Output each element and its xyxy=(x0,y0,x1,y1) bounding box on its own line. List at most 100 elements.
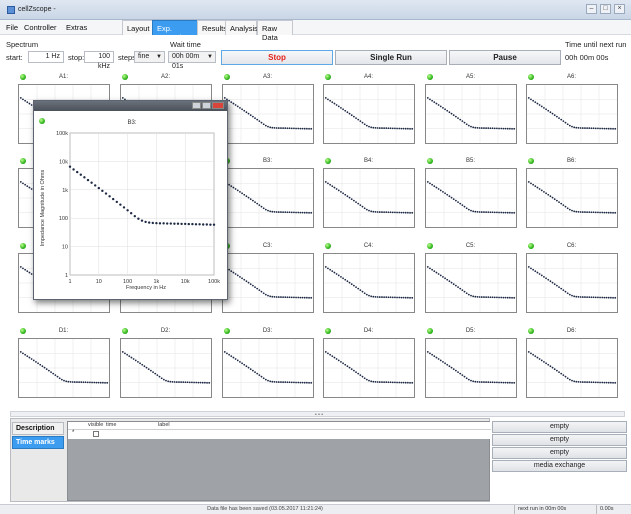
popup-title-bar[interactable] xyxy=(34,101,227,111)
well-cell[interactable]: B4: xyxy=(322,156,415,242)
data-point xyxy=(303,127,306,130)
well-plot[interactable] xyxy=(425,253,517,313)
well-plot[interactable] xyxy=(526,338,618,398)
tab-exp-control[interactable]: Exp. Control xyxy=(152,20,198,42)
empty-button-2[interactable]: empty xyxy=(492,434,627,446)
well-cell[interactable]: C3: xyxy=(221,241,314,327)
column-visible[interactable]: visible xyxy=(88,422,104,428)
stop-field[interactable]: 100 kHz xyxy=(84,51,114,70)
popup-maximize-button[interactable] xyxy=(202,102,211,109)
data-point xyxy=(337,274,340,277)
single-run-button[interactable]: Single Run xyxy=(335,50,447,65)
column-time[interactable]: time xyxy=(106,422,117,428)
well-cell[interactable]: C5: xyxy=(424,241,517,327)
well-cell[interactable]: A6: xyxy=(525,72,618,158)
tab-description[interactable]: Description xyxy=(12,422,64,435)
data-point xyxy=(502,211,505,214)
data-point xyxy=(232,271,235,274)
well-label: A4: xyxy=(363,74,373,80)
data-point xyxy=(381,381,383,383)
well-plot[interactable] xyxy=(323,253,415,313)
well-cell[interactable]: A3: xyxy=(221,72,314,158)
table-row[interactable]: * xyxy=(68,430,491,439)
empty-button-3[interactable]: empty xyxy=(492,447,627,459)
well-plot[interactable] xyxy=(425,338,517,398)
data-point xyxy=(324,97,327,99)
well-cell[interactable]: A4: xyxy=(322,72,415,158)
wait-time-select[interactable]: 00h 00m 01s ▼ xyxy=(168,51,216,70)
well-cell[interactable]: D5: xyxy=(424,326,517,412)
tab-time-marks[interactable]: Time marks xyxy=(12,436,64,449)
well-plot[interactable] xyxy=(222,84,314,144)
well-plot[interactable] xyxy=(323,168,415,228)
data-point xyxy=(394,211,396,214)
pause-button[interactable]: Pause xyxy=(449,50,561,65)
data-point xyxy=(28,186,31,189)
tab-analysis[interactable]: Analysis xyxy=(225,20,258,35)
column-label[interactable]: label xyxy=(158,422,170,428)
start-field[interactable]: 1 Hz xyxy=(28,51,64,63)
menu-controller[interactable]: Controller xyxy=(24,23,57,32)
well-cell[interactable]: D3: xyxy=(221,326,314,412)
popup-close-button[interactable] xyxy=(212,102,224,109)
well-chart xyxy=(426,339,516,397)
well-cell[interactable]: A5: xyxy=(424,72,517,158)
well-plot[interactable] xyxy=(323,84,415,144)
data-point xyxy=(39,363,42,366)
well-plot[interactable] xyxy=(222,253,314,313)
data-point xyxy=(607,211,610,214)
well-cell[interactable]: C6: xyxy=(525,241,618,327)
tab-raw-data[interactable]: Raw Data xyxy=(257,20,293,42)
well-cell[interactable]: C4: xyxy=(322,241,415,327)
well-plot[interactable] xyxy=(222,338,314,398)
data-point xyxy=(243,193,246,196)
well-plot[interactable] xyxy=(222,168,314,228)
tab-layout[interactable]: Layout xyxy=(122,20,154,35)
well-chart xyxy=(19,339,109,397)
time-marks-table: visible time label * xyxy=(67,421,491,501)
data-point xyxy=(396,296,398,299)
data-point xyxy=(491,127,494,130)
data-point xyxy=(496,127,498,130)
data-point xyxy=(483,381,485,383)
well-cell[interactable]: B3: xyxy=(221,156,314,242)
well-plot[interactable] xyxy=(323,338,415,398)
empty-button-1[interactable]: empty xyxy=(492,421,627,433)
well-plot[interactable] xyxy=(526,84,618,144)
stop-button[interactable]: Stop xyxy=(221,50,333,65)
menu-file[interactable]: File xyxy=(6,23,19,32)
splitter-handle[interactable]: • • • xyxy=(10,411,625,418)
well-cell[interactable]: B6: xyxy=(525,156,618,242)
well-cell[interactable]: D1: xyxy=(17,326,110,412)
data-point xyxy=(271,126,274,129)
well-plot[interactable] xyxy=(526,168,618,228)
data-point xyxy=(202,223,205,226)
visible-checkbox[interactable] xyxy=(93,431,99,437)
well-cell[interactable]: D4: xyxy=(322,326,415,412)
menu-extras[interactable]: Extras xyxy=(66,23,88,32)
well-cell[interactable]: D6: xyxy=(525,326,618,412)
steps-select[interactable]: fine ▼ xyxy=(134,51,165,63)
data-point xyxy=(461,374,464,377)
data-point xyxy=(243,363,246,366)
media-exchange-button[interactable]: media exchange xyxy=(492,460,627,472)
well-detail-window[interactable]: B3: Impedance Magnitude in Ohms Frequenc… xyxy=(33,100,228,300)
data-point xyxy=(71,381,74,383)
maximize-button[interactable]: □ xyxy=(600,4,611,14)
close-button[interactable]: × xyxy=(614,4,625,14)
data-point xyxy=(590,211,593,214)
well-cell[interactable]: D2: xyxy=(119,326,212,412)
well-plot[interactable] xyxy=(425,84,517,144)
well-plot[interactable] xyxy=(526,253,618,313)
popup-minimize-button[interactable] xyxy=(192,102,201,109)
well-plot[interactable] xyxy=(425,168,517,228)
minimize-button[interactable]: – xyxy=(586,4,597,14)
data-point xyxy=(258,289,261,292)
data-point xyxy=(513,211,516,214)
tab-results[interactable]: Results xyxy=(197,20,227,35)
data-point xyxy=(599,127,601,130)
well-label: B4: xyxy=(363,158,373,164)
well-plot[interactable] xyxy=(120,338,212,398)
well-plot[interactable] xyxy=(18,338,110,398)
well-cell[interactable]: B5: xyxy=(424,156,517,242)
